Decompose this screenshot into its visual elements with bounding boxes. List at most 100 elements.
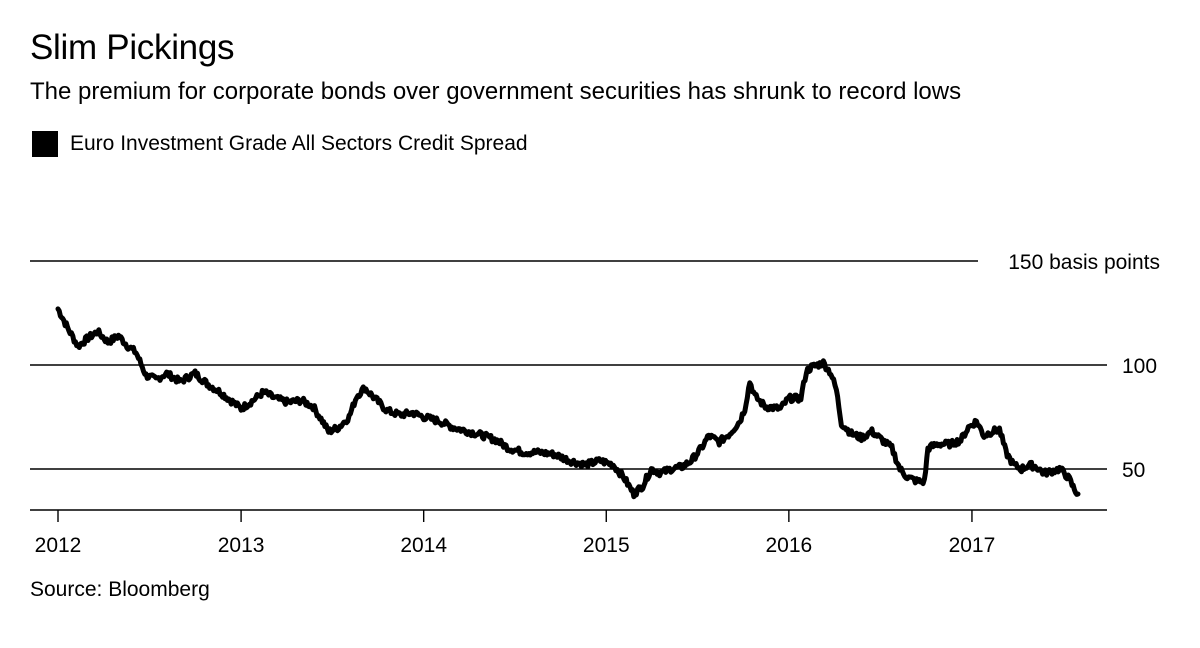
data-point xyxy=(494,438,498,442)
data-point xyxy=(337,425,341,429)
data-point xyxy=(649,467,653,471)
x-axis: 2012 2013 2014 2015 2016 2017 xyxy=(30,509,1107,557)
data-point xyxy=(743,407,747,411)
data-point xyxy=(299,398,303,402)
x-tick-label-2014: 2014 xyxy=(400,534,447,557)
data-point xyxy=(373,396,377,400)
data-point xyxy=(311,405,315,409)
data-point xyxy=(126,344,130,348)
data-point xyxy=(262,390,266,394)
data-point xyxy=(707,434,711,438)
data-point xyxy=(96,330,100,334)
data-point xyxy=(537,450,541,454)
data-point xyxy=(165,371,169,375)
x-tick-label-2017: 2017 xyxy=(949,534,996,557)
data-point xyxy=(926,446,930,450)
data-point xyxy=(834,388,838,392)
grid-lines xyxy=(30,260,1107,470)
data-point xyxy=(699,446,703,450)
data-point xyxy=(583,463,587,467)
chart-title: Slim Pickings xyxy=(30,28,235,67)
data-point xyxy=(809,365,813,369)
data-point xyxy=(990,430,994,434)
data-point xyxy=(1076,492,1080,496)
data-point xyxy=(1068,477,1072,481)
data-point xyxy=(154,378,158,382)
data-point xyxy=(411,411,415,415)
data-point xyxy=(1012,463,1016,467)
data-point xyxy=(659,471,663,475)
data-point xyxy=(193,371,197,375)
data-point xyxy=(870,430,874,434)
data-point xyxy=(975,419,979,423)
x-tick-label-2015: 2015 xyxy=(583,534,630,557)
data-point xyxy=(327,430,331,434)
data-point xyxy=(611,463,615,467)
data-point xyxy=(998,428,1002,432)
data-point xyxy=(1027,463,1031,467)
data-point xyxy=(799,396,803,400)
data-point xyxy=(239,407,243,411)
chart-subtitle: The premium for corporate bonds over gov… xyxy=(30,78,962,105)
data-point xyxy=(178,380,182,384)
data-point xyxy=(117,334,121,338)
data-point xyxy=(598,459,602,463)
data-point xyxy=(738,419,742,423)
data-point xyxy=(849,432,853,436)
x-tick-label-2013: 2013 xyxy=(218,534,265,557)
legend: Euro Investment Grade All Sectors Credit… xyxy=(32,131,528,157)
data-point xyxy=(144,373,148,377)
data-point xyxy=(669,467,673,471)
data-point xyxy=(205,382,209,386)
data-point xyxy=(982,434,986,438)
data-point xyxy=(1063,471,1067,475)
data-point xyxy=(1035,465,1039,469)
data-point xyxy=(1020,467,1024,471)
data-point xyxy=(922,480,926,484)
data-point xyxy=(1050,469,1054,473)
data-point xyxy=(898,467,902,471)
data-point xyxy=(1058,467,1062,471)
data-point xyxy=(936,442,940,446)
data-point xyxy=(717,440,721,444)
data-point xyxy=(347,415,351,419)
data-point xyxy=(437,419,441,423)
data-point xyxy=(422,415,426,419)
series-line-credit-spread xyxy=(55,306,1081,500)
data-point xyxy=(680,465,684,469)
y-tick-label-150: 150 basis points xyxy=(1008,251,1160,274)
y-axis-labels: 150 basis points 100 50 xyxy=(1008,251,1160,482)
data-point xyxy=(398,413,402,417)
data-point xyxy=(916,480,920,484)
data-point xyxy=(804,369,808,373)
data-point xyxy=(86,336,90,340)
data-point xyxy=(553,452,557,456)
data-point xyxy=(959,438,963,442)
data-point xyxy=(56,307,60,311)
data-point xyxy=(748,380,752,384)
data-point xyxy=(451,425,455,429)
data-point xyxy=(568,459,572,463)
data-point xyxy=(641,484,645,488)
data-point xyxy=(355,394,359,398)
data-point xyxy=(821,361,825,365)
legend-swatch xyxy=(32,131,58,157)
data-point xyxy=(273,396,277,400)
y-tick-label-100: 100 xyxy=(1122,355,1157,378)
data-point xyxy=(839,421,843,425)
data-point xyxy=(1073,488,1077,492)
data-point xyxy=(778,407,782,411)
data-point xyxy=(966,425,970,429)
data-point xyxy=(385,409,389,413)
data-point xyxy=(949,442,953,446)
data-point xyxy=(689,459,693,463)
data-point xyxy=(218,390,222,394)
legend-label: Euro Investment Grade All Sectors Credit… xyxy=(70,132,528,155)
y-tick-label-50: 50 xyxy=(1122,459,1145,482)
data-point xyxy=(829,371,833,375)
data-point xyxy=(905,475,909,479)
data-point xyxy=(763,405,767,409)
data-point xyxy=(728,432,732,436)
data-point xyxy=(859,436,863,440)
data-point xyxy=(1042,471,1046,475)
